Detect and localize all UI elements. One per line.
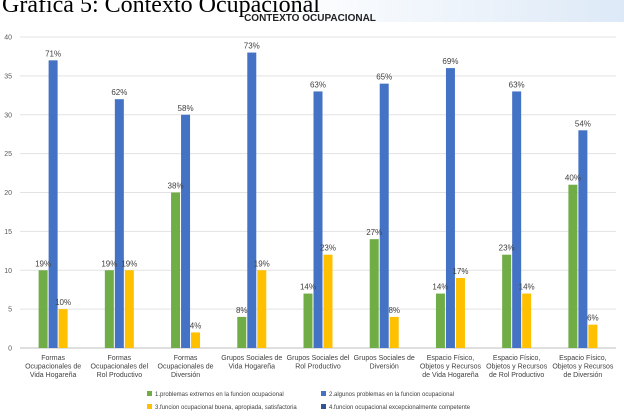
- x-category-label: Grupos Sociales del Rol Productivo: [287, 355, 350, 371]
- bar-data-label: 23%: [320, 244, 336, 253]
- bar-data-label: 8%: [388, 306, 400, 315]
- bar: [48, 60, 58, 348]
- legend-swatch: [321, 404, 326, 409]
- bar-data-label: 8%: [236, 306, 248, 315]
- legend-swatch: [147, 404, 152, 409]
- legend-label: 4.funcion ocupacional excepcionalmente c…: [329, 405, 471, 411]
- bar-data-label: 38%: [168, 182, 184, 191]
- y-tick-label: 15: [4, 229, 12, 236]
- bar-data-label: 17%: [452, 267, 468, 276]
- x-category-label: Espacio Físico, Objetos y Recursos de Dive…: [552, 355, 614, 379]
- bar: [445, 68, 455, 348]
- bar: [502, 254, 512, 348]
- y-tick-label: 5: [8, 307, 12, 314]
- document-heading: Gráfica 5: Contexto Ocupacional: [2, 0, 320, 18]
- bar-data-label: 65%: [376, 73, 392, 82]
- bar-data-label: 6%: [587, 314, 599, 323]
- bars: [38, 52, 598, 349]
- bar-data-label: 73%: [244, 42, 260, 51]
- x-category-label: Formas Ocupacionales de Vida Hogareña: [25, 355, 81, 379]
- bar-data-label: 19%: [121, 259, 137, 268]
- y-tick-label: 10: [4, 268, 12, 275]
- x-category-label: Formas Ocupacionales de Diversión: [158, 355, 214, 379]
- data-labels: 19% 71% 10% 19% 62% 19% 38% 58% 4% 8% 73% 19% 14% 63%…: [35, 42, 599, 331]
- bar-data-label: 71%: [45, 49, 61, 58]
- x-category-label: Grupos Sociales de Vida Hogareña: [221, 355, 282, 371]
- y-tick-label: 30: [4, 112, 12, 119]
- y-tick-label: 20: [4, 190, 12, 197]
- legend-label: 3.funcion ocupacional buena, apropiada, …: [155, 405, 297, 411]
- x-category-label: Espacio Físico, Objetos y Recursos de Vida…: [420, 355, 482, 379]
- bar-data-label: 69%: [442, 57, 458, 66]
- y-tick-label: 25: [4, 151, 12, 158]
- legend-swatch: [321, 391, 326, 396]
- bar: [369, 239, 379, 348]
- bar-data-label: 14%: [300, 283, 316, 292]
- bar: [303, 293, 313, 348]
- bar: [389, 316, 399, 348]
- bar: [181, 114, 191, 348]
- y-tick-label: 40: [4, 35, 12, 42]
- bar: [38, 270, 48, 348]
- legend: 1.problemas extremos en la funcion ocupa…: [147, 391, 471, 411]
- bar: [379, 83, 389, 349]
- bar: [578, 130, 588, 348]
- bar-data-label: 19%: [35, 259, 51, 268]
- legend-swatch: [147, 391, 152, 396]
- bar: [323, 254, 333, 348]
- bar-data-label: 23%: [499, 244, 515, 253]
- bar: [114, 99, 124, 348]
- bar: [104, 270, 114, 348]
- y-tick-label: 0: [8, 346, 12, 353]
- bar: [455, 278, 465, 348]
- bar-data-label: 19%: [254, 259, 270, 268]
- bar: [313, 91, 323, 349]
- legend-label: 1.problemas extremos en la funcion ocupa…: [155, 392, 284, 398]
- bar: [522, 293, 532, 348]
- bar: [171, 192, 181, 348]
- x-category-label: Grupos Sociales de Diversión: [354, 355, 415, 371]
- x-category-label: Espacio Físico, Objetos y Recursos de Rol …: [486, 355, 548, 379]
- bar-data-label: 63%: [310, 80, 326, 89]
- bar-data-label: 63%: [509, 80, 525, 89]
- legend-label: 2.algunos problemas en la funcion ocupac…: [329, 392, 454, 398]
- chart-title: CONTEXTO OCUPACIONAL: [244, 13, 376, 24]
- bar: [247, 52, 257, 349]
- bar-data-label: 14%: [519, 283, 535, 292]
- bar: [435, 293, 445, 348]
- bar: [588, 324, 598, 348]
- bar-data-label: 10%: [55, 298, 71, 307]
- bar-data-label: 14%: [432, 283, 448, 292]
- bar-data-label: 54%: [575, 119, 591, 128]
- bar: [191, 332, 201, 348]
- y-tick-label: 35: [4, 73, 12, 80]
- bar: [568, 184, 578, 348]
- bar: [58, 309, 68, 348]
- bar-data-label: 62%: [111, 88, 127, 97]
- bar: [257, 270, 267, 348]
- x-category-label: Formas Ocupacionales del Rol Productivo: [91, 355, 149, 379]
- bar: [237, 316, 247, 348]
- bar-data-label: 19%: [101, 259, 117, 268]
- bar-data-label: 27%: [366, 228, 382, 237]
- bar-data-label: 58%: [178, 104, 194, 113]
- bar-data-label: 40%: [565, 174, 581, 183]
- axes: 0 5 10 15 20 25 30 35 40 Formas Ocupacionales de Vi…: [4, 35, 614, 380]
- bar: [124, 270, 134, 348]
- bar: [512, 91, 522, 349]
- bar-data-label: 4%: [190, 321, 202, 330]
- header-band: [0, 0, 624, 22]
